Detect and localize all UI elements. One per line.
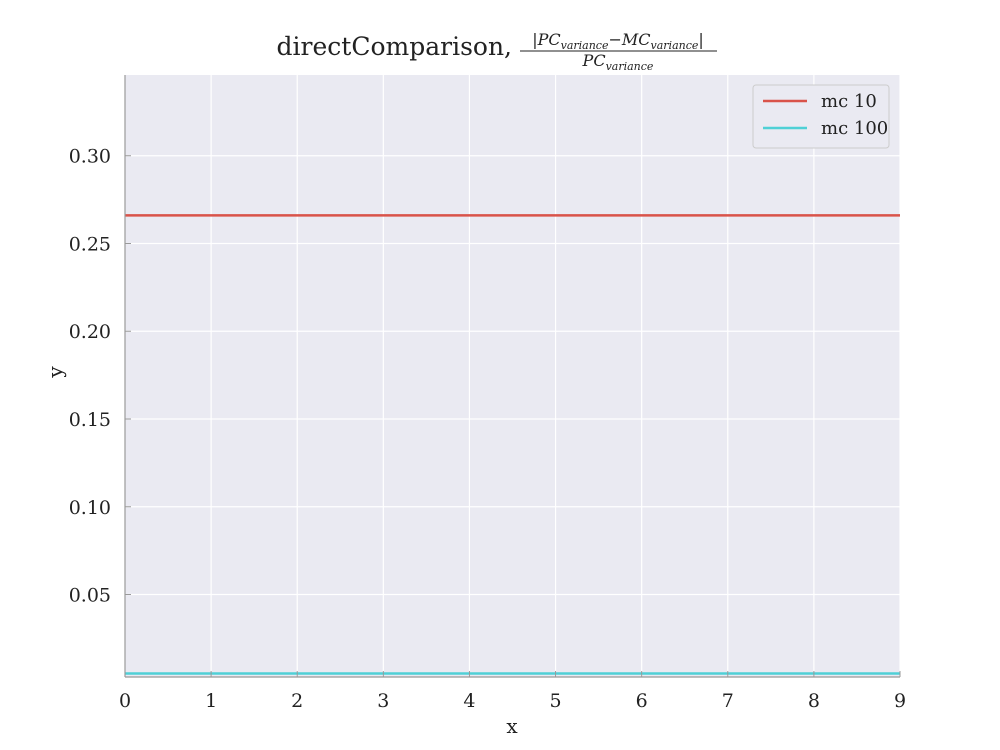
title-num-close: |	[698, 30, 703, 49]
x-tick-label: 8	[808, 690, 820, 712]
y-axis-title: y	[43, 366, 67, 379]
x-tick-label: 1	[205, 690, 217, 712]
legend-label-mc-100: mc 100	[821, 118, 888, 139]
x-tick-label: 3	[377, 690, 389, 712]
x-tick-label: 6	[636, 690, 648, 712]
title-den-pc: PC	[582, 51, 606, 70]
x-tick-label: 4	[463, 690, 475, 712]
grid-lines	[124, 75, 901, 677]
plot-area	[125, 75, 900, 677]
legend: mc 10 mc 100	[752, 84, 890, 149]
title-num-pc-sub: variance	[561, 39, 609, 52]
y-tick-label: 0.20	[69, 321, 111, 343]
x-tick-label: 7	[722, 690, 734, 712]
title-num-mc: MC	[621, 30, 651, 49]
y-tick-label: 0.15	[69, 409, 111, 431]
title-num-open: |	[532, 30, 537, 49]
title-num-mc-sub: variance	[651, 39, 699, 52]
title-numerator: |PCvariance−MCvariance|	[532, 30, 704, 52]
y-tick-label: 0.10	[69, 497, 111, 519]
title-num-pc: PC	[537, 30, 561, 49]
x-tick-label: 2	[291, 690, 303, 712]
x-tick-label: 9	[894, 690, 906, 712]
y-axis-ticks: 0.05 0.10 0.15 0.20 0.25 0.30	[69, 146, 131, 607]
series-lines	[125, 214, 900, 675]
y-tick-label: 0.30	[69, 146, 111, 168]
x-tick-label: 5	[550, 690, 562, 712]
title-denominator: PCvariance	[582, 51, 654, 73]
title-fraction: |PCvariance−MCvariance| PCvariance	[520, 30, 717, 73]
legend-label-mc-10: mc 10	[821, 91, 877, 112]
y-tick-label: 0.05	[69, 585, 111, 607]
x-axis-ticks: 0 1 2 3 4 5 6 7 8 9	[119, 671, 906, 712]
chart-title: directComparison, |PCvariance−MCvariance…	[277, 30, 717, 73]
title-num-minus: −	[608, 30, 621, 49]
y-tick-label: 0.25	[69, 233, 111, 255]
chart-title-prefix: directComparison,	[277, 32, 512, 61]
title-den-pc-sub: variance	[606, 60, 654, 73]
x-tick-label: 0	[119, 690, 131, 712]
x-axis-title: x	[506, 714, 518, 738]
